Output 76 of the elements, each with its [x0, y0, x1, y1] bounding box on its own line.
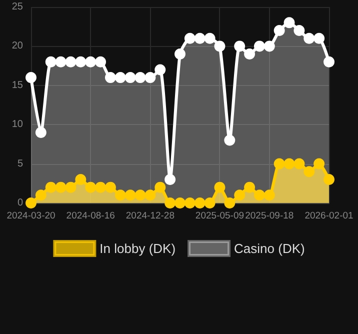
point: [55, 56, 66, 68]
point: [274, 25, 285, 36]
y-tick-label: 25: [12, 2, 24, 12]
x-tick-label: 2025-05-09: [195, 210, 244, 222]
point: [144, 190, 156, 201]
point: [324, 174, 334, 185]
point: [95, 182, 106, 193]
point: [174, 198, 186, 208]
point: [194, 32, 206, 44]
point: [314, 158, 325, 170]
x-tick-label: 2024-08-16: [66, 210, 115, 222]
point: [224, 198, 236, 208]
point: [114, 190, 126, 201]
x-tick-label: 2025-09-18: [245, 210, 294, 222]
point: [55, 182, 66, 193]
point: [164, 174, 176, 185]
point: [75, 174, 86, 185]
point: [184, 198, 196, 208]
x-tick-label: 2024-03-20: [6, 210, 56, 222]
y-tick-label: 10: [12, 119, 24, 130]
point: [204, 32, 216, 44]
point: [45, 56, 56, 68]
point: [284, 158, 295, 170]
point: [124, 190, 136, 201]
y-tick-label: 0: [17, 198, 24, 208]
point: [65, 182, 76, 193]
point: [234, 190, 246, 201]
point: [194, 198, 206, 208]
point: [164, 198, 176, 208]
point: [214, 182, 226, 193]
point: [174, 48, 186, 60]
point: [85, 182, 96, 193]
point: [45, 182, 56, 193]
point: [264, 40, 275, 52]
point: [124, 72, 136, 84]
point: [114, 72, 126, 84]
point: [154, 64, 166, 76]
legend-label: In lobby (DK): [100, 241, 176, 256]
y-tick-label: 5: [17, 158, 24, 170]
point: [304, 166, 315, 178]
point: [214, 40, 226, 52]
point: [294, 25, 305, 36]
x-tick-label: 2024-12-28: [126, 210, 175, 222]
point: [154, 182, 166, 193]
point: [35, 126, 46, 138]
point: [244, 182, 256, 193]
point: [204, 198, 216, 208]
point: [274, 158, 285, 170]
point: [26, 72, 36, 84]
point: [85, 56, 96, 68]
point: [294, 158, 305, 170]
point: [35, 190, 46, 201]
point: [144, 72, 156, 84]
point: [324, 56, 334, 68]
point: [304, 32, 315, 44]
point: [254, 190, 265, 201]
point: [284, 17, 295, 28]
point: [234, 40, 246, 52]
point: [104, 182, 116, 193]
point: [26, 198, 36, 208]
point: [254, 40, 265, 52]
point: [314, 32, 325, 44]
point: [244, 48, 256, 60]
y-tick-label: 15: [12, 80, 24, 91]
point: [264, 190, 275, 201]
point: [184, 32, 196, 44]
point: [134, 190, 146, 201]
point: [75, 56, 86, 68]
point: [65, 56, 76, 68]
point: [134, 72, 146, 84]
y-tick-label: 20: [12, 40, 24, 52]
point: [95, 56, 106, 68]
point: [224, 134, 236, 146]
legend-label: Casino (DK): [234, 241, 305, 256]
x-tick-label: 2026-02-01: [304, 210, 354, 222]
point: [104, 72, 116, 84]
